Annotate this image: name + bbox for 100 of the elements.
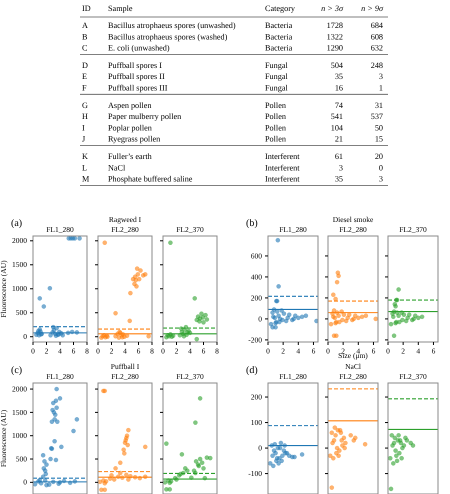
point bbox=[388, 322, 394, 326]
point bbox=[50, 324, 56, 330]
point bbox=[193, 470, 198, 476]
point bbox=[134, 266, 140, 271]
text: Bacillus atrophaeus spores (washed) bbox=[108, 32, 228, 42]
point bbox=[198, 456, 202, 462]
point bbox=[138, 476, 142, 480]
point bbox=[40, 474, 46, 480]
point bbox=[336, 453, 341, 458]
text: Poplar pollen bbox=[108, 123, 152, 132]
point bbox=[397, 450, 402, 456]
point bbox=[198, 396, 202, 401]
point bbox=[77, 236, 82, 241]
point bbox=[394, 310, 400, 315]
text: 684 bbox=[370, 21, 383, 30]
point bbox=[74, 417, 80, 422]
point bbox=[396, 433, 401, 438]
point bbox=[268, 322, 274, 326]
point bbox=[334, 310, 340, 315]
point bbox=[388, 486, 394, 492]
point bbox=[54, 458, 58, 462]
point bbox=[279, 308, 284, 313]
point bbox=[280, 453, 285, 458]
point bbox=[127, 318, 132, 324]
point bbox=[42, 478, 48, 483]
point bbox=[180, 452, 184, 457]
point bbox=[126, 477, 131, 482]
point bbox=[334, 446, 340, 450]
text: 35 bbox=[334, 174, 343, 184]
point bbox=[342, 446, 347, 450]
point bbox=[373, 316, 378, 322]
point bbox=[50, 408, 55, 412]
text: D bbox=[82, 60, 88, 70]
text: Pollen bbox=[265, 100, 286, 110]
text: 0 bbox=[378, 163, 383, 172]
point bbox=[52, 438, 57, 444]
category-label: n > 9σ bbox=[361, 4, 384, 13]
point bbox=[124, 472, 129, 478]
text: Pollen bbox=[265, 123, 286, 132]
text: NaCl bbox=[108, 163, 126, 172]
point bbox=[390, 461, 396, 466]
text: Bacteria bbox=[265, 21, 293, 30]
point bbox=[285, 316, 290, 320]
point bbox=[393, 448, 398, 453]
category-label: ID bbox=[82, 4, 91, 13]
point bbox=[116, 474, 121, 480]
text: Interferent bbox=[265, 174, 300, 184]
point bbox=[52, 412, 58, 418]
point bbox=[276, 461, 281, 466]
point bbox=[193, 420, 198, 425]
point bbox=[332, 308, 336, 313]
text: Fungal bbox=[265, 84, 288, 92]
text: K bbox=[82, 152, 88, 161]
text: (a) bbox=[11, 218, 22, 229]
point bbox=[163, 480, 168, 485]
point bbox=[58, 396, 62, 401]
point bbox=[392, 436, 398, 440]
point bbox=[278, 316, 282, 322]
point bbox=[164, 441, 169, 446]
point bbox=[122, 451, 127, 456]
point bbox=[41, 304, 46, 309]
text: Puffball spores III bbox=[108, 84, 168, 92]
point bbox=[124, 333, 130, 338]
point bbox=[394, 458, 400, 464]
point bbox=[330, 456, 336, 461]
point bbox=[54, 398, 58, 404]
point bbox=[400, 318, 405, 322]
category-label: n > 3σ bbox=[321, 4, 344, 13]
text: Fungal bbox=[265, 72, 288, 82]
point bbox=[332, 425, 338, 430]
point bbox=[202, 476, 208, 480]
point bbox=[333, 433, 338, 438]
text: 632 bbox=[370, 44, 383, 53]
point bbox=[126, 428, 131, 432]
text: Puffball spores I bbox=[108, 60, 162, 70]
point bbox=[300, 314, 304, 320]
text: 1 bbox=[378, 84, 383, 92]
point bbox=[128, 290, 133, 296]
point bbox=[37, 296, 42, 301]
point bbox=[118, 470, 123, 476]
point bbox=[120, 475, 125, 480]
point bbox=[329, 430, 334, 436]
point bbox=[146, 334, 151, 339]
point bbox=[276, 238, 280, 243]
point bbox=[300, 452, 304, 457]
point bbox=[396, 313, 401, 318]
text: 16 bbox=[334, 84, 343, 92]
point bbox=[408, 440, 414, 446]
text: Fungal bbox=[265, 60, 288, 70]
point bbox=[270, 464, 276, 468]
point bbox=[40, 452, 46, 458]
text: 20 bbox=[374, 152, 383, 161]
point bbox=[102, 487, 108, 492]
point bbox=[402, 443, 406, 448]
point bbox=[118, 460, 123, 466]
point bbox=[142, 444, 148, 450]
point bbox=[184, 332, 189, 338]
point bbox=[72, 479, 78, 484]
point bbox=[33, 482, 38, 487]
point bbox=[329, 485, 334, 490]
